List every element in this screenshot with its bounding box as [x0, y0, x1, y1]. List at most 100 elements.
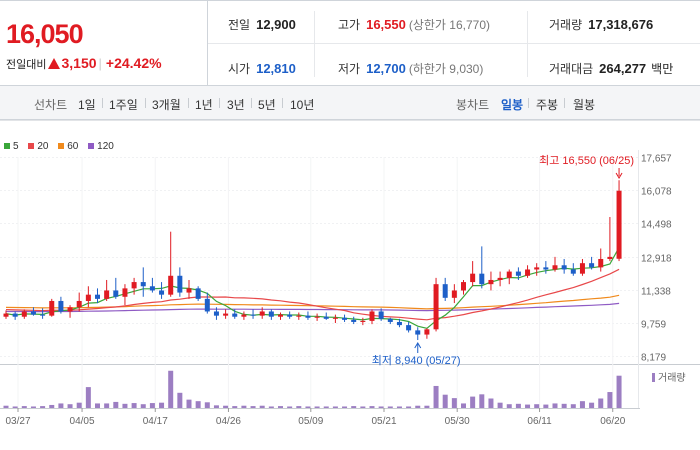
volume-bar — [579, 401, 585, 408]
tab-line-3y[interactable]: 3년 — [227, 98, 245, 112]
candle-body — [332, 317, 338, 319]
legend-ma20: 20 — [28, 141, 48, 152]
candle-body — [506, 271, 512, 278]
day-high: 고가 16,550 (상한가 16,770) — [338, 17, 491, 32]
change-label: 전일대비 — [6, 59, 47, 71]
legend-swatch — [58, 143, 65, 149]
volume-bar — [95, 403, 100, 408]
volume-bar — [479, 394, 485, 408]
candle-body — [525, 269, 531, 276]
candle-body — [76, 300, 82, 308]
tab-candle-monthly[interactable]: 월봉 — [573, 98, 596, 112]
volume-bar — [223, 405, 229, 408]
tab-line-1d[interactable]: 1일 — [78, 98, 96, 112]
volume-bar — [470, 396, 476, 408]
candle-body — [360, 320, 366, 322]
tab-divider — [251, 98, 252, 108]
candle-body — [515, 271, 521, 276]
candle-body — [579, 263, 585, 274]
change-divider: | — [98, 56, 102, 71]
volume-bar — [268, 406, 274, 408]
volume-bar — [497, 402, 503, 408]
candle-body — [323, 316, 329, 319]
tab-line-3m[interactable]: 3개월 — [152, 98, 181, 112]
candle-body — [177, 275, 183, 293]
legend-swatch — [88, 143, 95, 149]
ma120-line — [6, 302, 620, 313]
legend-ma5: 5 — [4, 141, 19, 152]
candle-body — [58, 300, 64, 312]
candle-body — [250, 314, 256, 316]
candle-body — [497, 277, 503, 280]
volume-bar — [232, 406, 238, 408]
candle-body — [561, 265, 567, 270]
candle-body — [342, 317, 348, 320]
tab-line-1y[interactable]: 1년 — [195, 98, 213, 112]
candle-body — [122, 288, 128, 297]
volume-bar — [213, 405, 219, 408]
candle-body — [396, 321, 402, 326]
tab-line-10y[interactable]: 10년 — [290, 98, 315, 112]
candle-body — [534, 267, 540, 270]
volume-bar — [506, 404, 512, 408]
volume-bar — [342, 406, 348, 408]
turnover: 거래대금 264,277 백만 — [549, 61, 674, 76]
candle-body — [131, 282, 137, 289]
candle-body — [552, 265, 558, 270]
x-tick-label: 06/20 — [600, 416, 625, 427]
candle-body — [113, 290, 119, 297]
volume-bar — [570, 404, 576, 408]
tab-candle-daily[interactable]: 일봉 — [501, 98, 524, 112]
volume-bar — [122, 403, 128, 408]
candle-body — [21, 311, 27, 317]
candle-body — [40, 314, 46, 316]
volume-bar — [49, 404, 55, 408]
volume-bar — [589, 402, 595, 408]
up-triangle-icon — [48, 58, 61, 69]
volume-bar — [186, 399, 192, 408]
candle-body — [85, 294, 91, 301]
candle-body — [67, 307, 73, 312]
volume-bar — [40, 406, 46, 408]
y-tick-label: 12,918 — [641, 254, 672, 265]
tab-candle-weekly[interactable]: 주봉 — [536, 98, 559, 112]
candle-body — [296, 315, 302, 317]
volume-bar — [323, 406, 329, 408]
candle-body — [589, 263, 595, 268]
candle-body — [159, 290, 165, 295]
candle-body — [12, 313, 18, 317]
volume-bar — [360, 406, 366, 408]
volume-bar — [250, 406, 256, 408]
candle-body — [479, 273, 485, 285]
candle-body — [424, 329, 430, 335]
tab-line-1w[interactable]: 1주일 — [109, 98, 138, 112]
quote-header: 16,050 전일대비 3,150 | +24.42% 전일 12,900 고가 16,5… — [0, 0, 700, 86]
low-annotation: 최저 8,940 (05/27) — [372, 354, 461, 367]
volume-bar — [278, 406, 283, 408]
x-tick-label: 03/27 — [5, 416, 30, 427]
day-low: 저가 12,700 (하한가 9,030) — [338, 61, 484, 76]
candle-body — [213, 311, 219, 316]
volume-bar — [104, 403, 110, 408]
x-tick-label: 06/11 — [527, 416, 552, 427]
candle-body — [415, 330, 421, 335]
volume-bar — [168, 370, 174, 408]
volume-bar — [58, 403, 64, 408]
ma-legend: 5 20 60 120 — [4, 141, 121, 152]
volume-bar — [525, 404, 531, 408]
volume-bar — [287, 406, 293, 408]
volume-bar — [12, 406, 18, 408]
volume-bar — [369, 406, 375, 408]
candle-body — [351, 319, 357, 322]
candle-body — [3, 313, 9, 317]
volume-bar — [296, 406, 302, 408]
price-change: 전일대비 3,150 | +24.42% — [6, 55, 162, 72]
candle-body — [369, 311, 375, 321]
volume-bar — [552, 403, 558, 408]
candle-body — [104, 290, 110, 299]
candle-body — [433, 284, 439, 330]
volume-bar — [461, 403, 466, 408]
tab-line-5y[interactable]: 5년 — [258, 98, 276, 112]
ma20-line — [5, 268, 620, 321]
